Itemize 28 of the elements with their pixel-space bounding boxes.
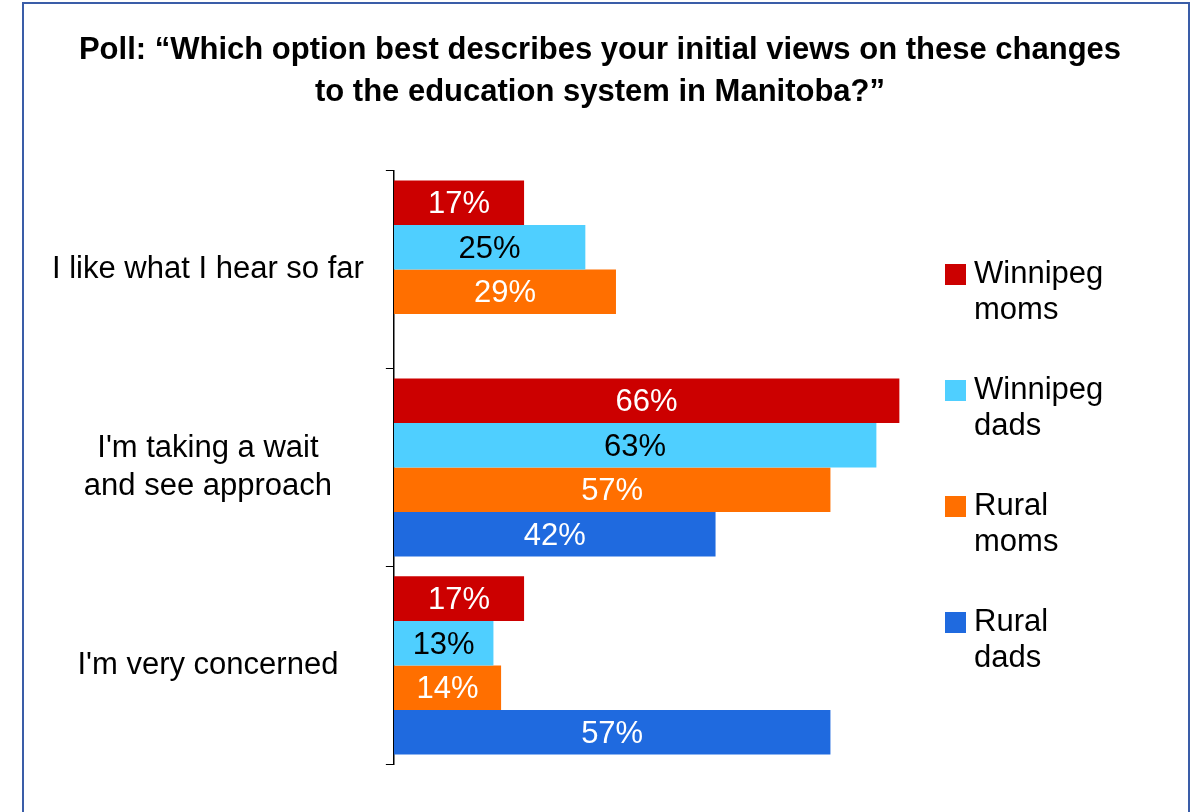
bar xyxy=(393,378,900,423)
bar xyxy=(393,269,616,315)
legend-label: Rural dads xyxy=(974,603,1050,675)
bar xyxy=(393,576,525,621)
data-label: 66% xyxy=(615,383,678,419)
data-label: 17% xyxy=(427,185,490,221)
chart-title: Poll: “Which option best describes your initial views on these changes to the education system in Manitoba?” xyxy=(77,30,1123,110)
bar xyxy=(393,422,877,468)
legend-label: Winnipeg dads xyxy=(974,371,1105,443)
bar xyxy=(393,512,716,557)
legend-label: Winnipeg moms xyxy=(974,255,1105,327)
legend-label: Rural moms xyxy=(974,487,1060,559)
bar xyxy=(393,709,831,755)
data-label: 42% xyxy=(523,516,586,552)
bar xyxy=(393,467,831,513)
data-label: 57% xyxy=(581,714,644,750)
bar xyxy=(393,225,586,270)
data-label: 17% xyxy=(427,581,490,617)
data-label: 29% xyxy=(473,274,536,310)
y-tick-label: I'm very concerned xyxy=(77,645,339,681)
y-tick-label: I'm taking a wait and see approach xyxy=(83,429,333,502)
data-label: 57% xyxy=(581,472,644,508)
data-label: 25% xyxy=(458,229,521,265)
data-label: 14% xyxy=(416,670,479,706)
data-label: 63% xyxy=(604,427,667,463)
bar xyxy=(393,180,525,226)
data-label: 13% xyxy=(412,625,475,661)
y-tick-label: I like what I hear so far xyxy=(51,250,364,286)
